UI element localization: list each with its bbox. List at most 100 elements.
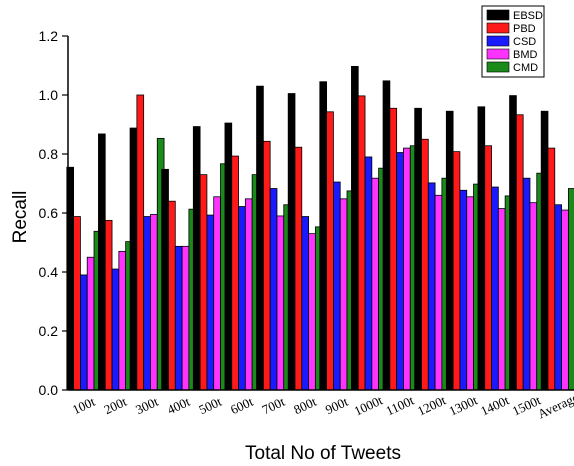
- x-axis-title: Total No of Tweets: [245, 443, 401, 464]
- bar-pbd-1500t: [515, 114, 524, 391]
- legend-swatch-pbd: [486, 22, 510, 34]
- bar-bmd-1100t: [403, 147, 411, 391]
- bar-csd-100t: [80, 274, 88, 391]
- bar-ebsd-900t: [319, 81, 328, 391]
- bar-pbd-1100t: [389, 107, 398, 391]
- x-tick-label: 800t: [291, 394, 319, 418]
- bar-ebsd-800t: [287, 93, 296, 391]
- bar-bmd-200t: [118, 250, 127, 391]
- legend-label-cmd: CMD: [513, 62, 538, 74]
- bar-pbd-300t: [136, 94, 145, 391]
- bar-csd-200t: [111, 268, 120, 391]
- bar-csd-1100t: [396, 152, 404, 391]
- y-tick-label: 0.2: [39, 323, 59, 339]
- bar-ebsd-1400t: [477, 106, 486, 391]
- bar-pbd-1200t: [421, 138, 429, 391]
- bar-pbd-100t: [73, 216, 81, 391]
- y-tick-label: 0.8: [39, 146, 59, 162]
- x-tick-label: 1400t: [478, 392, 512, 418]
- bar-pbd-700t: [262, 140, 271, 391]
- bar-pbd-200t: [104, 219, 113, 391]
- bar-ebsd-300t: [129, 127, 138, 391]
- bar-ebsd-1300t: [445, 110, 454, 391]
- x-tick-label: 1000t: [352, 392, 386, 418]
- bar-bmd-1300t: [466, 196, 474, 391]
- y-tick-label: 1.2: [39, 28, 59, 44]
- bar-bmd-500t: [213, 196, 221, 391]
- y-tick-label: 0.0: [39, 382, 59, 398]
- y-axis-title: Recall: [10, 191, 31, 244]
- bar-csd-500t: [206, 214, 215, 391]
- y-tick-label: 0.4: [39, 264, 59, 280]
- bar-bmd-600t: [244, 198, 253, 391]
- bar-bmd-900t: [339, 198, 348, 391]
- bar-csd-1300t: [459, 189, 468, 391]
- bar-ebsd-1500t: [509, 95, 517, 391]
- bar-csd-900t: [333, 181, 341, 391]
- bar-pbd-800t: [294, 146, 303, 391]
- bar-csd-1200t: [427, 182, 436, 391]
- bar-csd-400t: [174, 245, 183, 391]
- x-axis-ticks: 100t 200t 300t 400t 500t 600t 700t 800t 900t 1000…: [70, 390, 574, 422]
- bar-bmd-1000t: [371, 177, 380, 391]
- bar-pbd-average: [547, 147, 556, 391]
- bar-ebsd-1000t: [351, 65, 359, 391]
- bar-pbd-1300t: [452, 151, 461, 391]
- bar-csd-1500t: [522, 177, 531, 391]
- legend-label-csd: CSD: [513, 36, 536, 48]
- bar-bmd-800t: [308, 233, 316, 391]
- bar-bmd-average: [561, 209, 569, 391]
- bar-bmd-1500t: [529, 202, 538, 391]
- bars-group: [66, 65, 574, 391]
- bar-ebsd-700t: [256, 85, 264, 391]
- bar-csd-300t: [143, 216, 151, 391]
- x-tick-label: 1100t: [383, 392, 416, 418]
- y-axis-ticks: 0.0 0.2 0.4 0.6 0.8 1.0 1.2: [39, 28, 68, 398]
- bar-ebsd-1100t: [382, 80, 391, 391]
- y-tick-label: 1.0: [39, 87, 59, 103]
- bar-csd-1400t: [491, 186, 499, 391]
- x-tick-label: 200t: [102, 394, 130, 418]
- legend-swatch-cmd: [486, 61, 510, 73]
- x-tick-label: 700t: [260, 394, 288, 418]
- bar-pbd-600t: [231, 155, 239, 391]
- x-tick-label: 500t: [196, 394, 224, 418]
- bar-bmd-100t: [86, 256, 95, 391]
- bar-csd-600t: [238, 206, 246, 391]
- bar-ebsd-600t: [224, 122, 233, 391]
- legend-swatch-csd: [486, 35, 510, 47]
- bar-csd-700t: [269, 188, 278, 391]
- bar-pbd-900t: [326, 111, 334, 391]
- bar-csd-average: [554, 204, 562, 391]
- legend-label-ebsd: EBSD: [513, 10, 543, 22]
- bar-bmd-700t: [276, 215, 285, 391]
- x-tick-label: 1200t: [415, 392, 449, 418]
- x-tick-label: 1300t: [447, 392, 481, 418]
- legend-swatch-ebsd: [486, 9, 510, 21]
- bar-pbd-400t: [168, 200, 176, 391]
- x-tick-label: 100t: [70, 394, 98, 418]
- x-tick-label: Average: [535, 390, 574, 422]
- bar-bmd-1200t: [434, 194, 443, 391]
- bar-ebsd-average: [540, 110, 549, 391]
- bar-bmd-400t: [181, 245, 190, 391]
- bar-bmd-300t: [150, 214, 158, 391]
- bar-pbd-1400t: [484, 145, 492, 391]
- x-tick-label: 300t: [133, 394, 161, 418]
- legend-swatch-bmd: [486, 48, 510, 60]
- legend-label-pbd: PBD: [513, 23, 536, 35]
- bar-ebsd-400t: [161, 168, 169, 391]
- bar-pbd-1000t: [357, 95, 366, 391]
- x-tick-label: 400t: [165, 394, 193, 418]
- bar-ebsd-1200t: [414, 107, 422, 391]
- bar-csd-1000t: [364, 156, 373, 391]
- bar-bmd-1400t: [497, 208, 506, 391]
- bar-csd-800t: [301, 216, 309, 391]
- bar-pbd-500t: [199, 174, 208, 391]
- bar-ebsd-200t: [98, 133, 106, 391]
- x-tick-label: 900t: [323, 394, 351, 418]
- x-tick-label: 600t: [228, 394, 256, 418]
- y-tick-label: 0.6: [39, 205, 59, 221]
